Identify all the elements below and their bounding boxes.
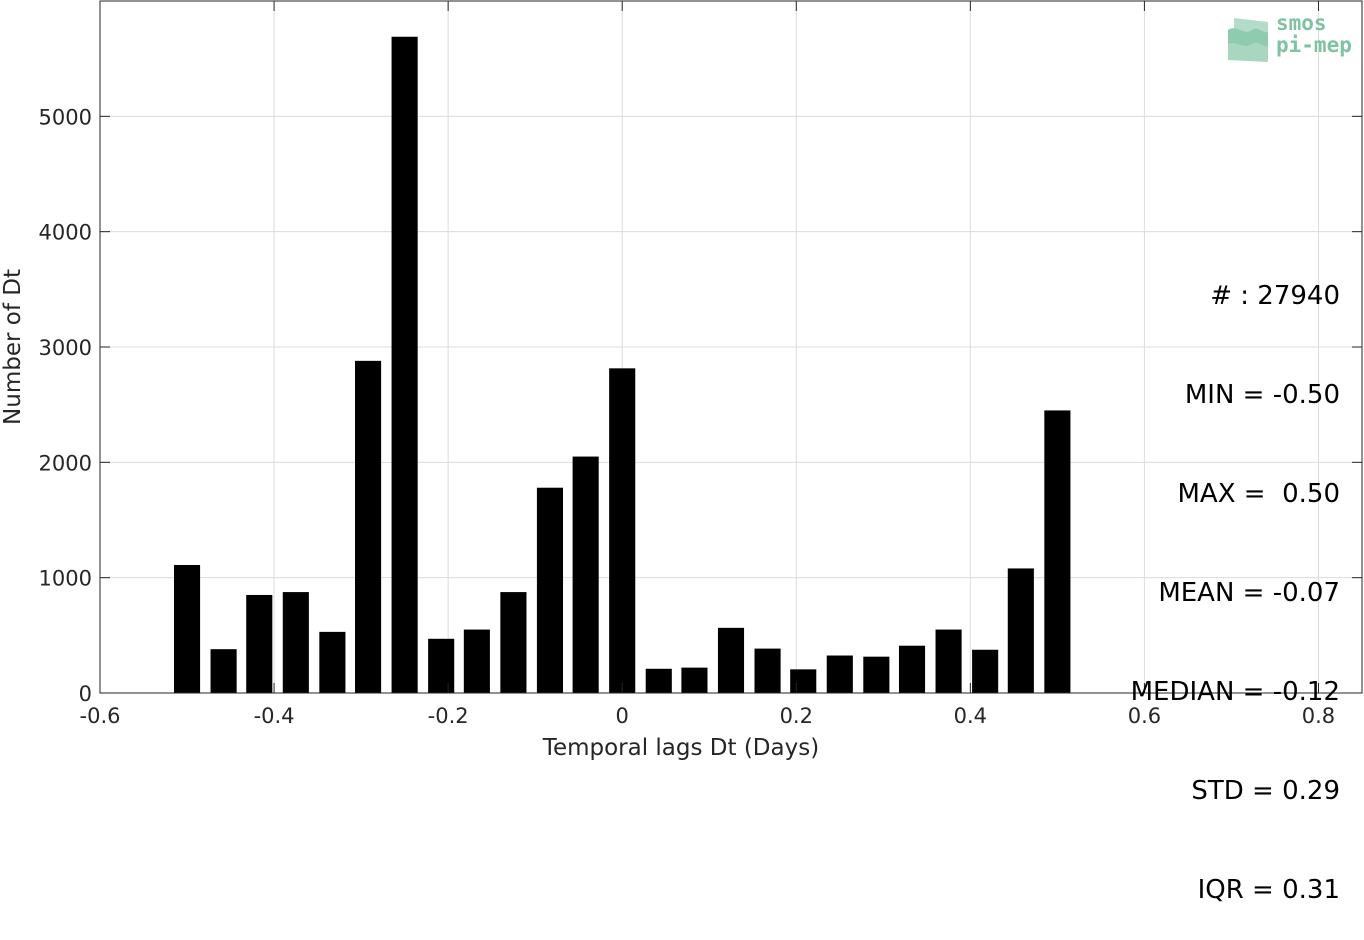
histogram-bar [319, 631, 346, 693]
x-tick-label: 0.2 [780, 704, 813, 728]
x-tick-label: 0.6 [1128, 704, 1161, 728]
y-tick-label: 4000 [39, 221, 92, 245]
logo-line-1: smos [1276, 11, 1327, 35]
histogram-bar [210, 649, 237, 693]
histogram-bar [246, 594, 273, 693]
x-tick-label: -0.6 [80, 704, 121, 728]
wave-logo-icon [1228, 18, 1268, 62]
x-tick-label: 0.4 [954, 704, 987, 728]
histogram-bar [645, 668, 672, 693]
histogram-bar [790, 669, 817, 693]
histogram-bar [826, 655, 853, 693]
stat-median: MEDIAN = -0.12 [1130, 677, 1340, 707]
histogram-bar [428, 638, 455, 693]
histogram-bar [500, 592, 527, 693]
y-tick-label: 3000 [39, 336, 92, 360]
smos-pi-mep-logo: smos pi-mep [1224, 12, 1356, 66]
histogram-bar [282, 592, 309, 693]
stat-min: MIN = -0.50 [1184, 380, 1340, 410]
x-tick-label: -0.2 [428, 704, 469, 728]
histogram-bar [355, 360, 382, 693]
histogram-bar [681, 667, 708, 693]
y-tick-label: 5000 [39, 105, 92, 129]
logo-line-2: pi-mep [1276, 33, 1352, 57]
stat-mean: MEAN = -0.07 [1158, 578, 1340, 608]
x-tick-label: -0.4 [254, 704, 295, 728]
x-tick-label: 0.8 [1302, 704, 1335, 728]
histogram-bar [972, 649, 999, 693]
histogram-bar [391, 36, 418, 693]
y-tick-labels: 0 1000 2000 3000 4000 5000 [39, 105, 92, 706]
grid-lines [99, 1, 1362, 693]
bars [173, 36, 1071, 693]
histogram-bar [717, 627, 745, 693]
stat-max: MAX = 0.50 [1177, 479, 1341, 509]
histogram-bar [935, 629, 962, 693]
histogram-bar [898, 645, 926, 693]
histogram-bar [173, 564, 201, 693]
stat-iqr: IQR = 0.31 [1197, 875, 1340, 905]
statistics-box: # : 27940 MIN = -0.50 MAX = 0.50 MEAN = … [1131, 214, 1340, 940]
histogram-bar [572, 456, 599, 693]
x-tick-labels: -0.6 -0.4 -0.2 0 0.2 0.4 0.6 0.8 [80, 704, 1336, 728]
y-tick-label: 0 [79, 682, 92, 706]
histogram-bar [1044, 410, 1071, 693]
histogram-bar [1007, 568, 1034, 693]
histogram-bar [754, 648, 781, 693]
histogram-chart: -0.6 -0.4 -0.2 0 0.2 0.4 0.6 0.8 0 1000 2000 3000 4… [0, 0, 1363, 761]
histogram-bar [609, 368, 636, 693]
tick-marks [99, 1, 1362, 694]
x-axis-label: Temporal lags Dt (Days) [542, 735, 819, 761]
y-axis-label: Number of Dt [0, 269, 26, 425]
histogram-bar [863, 656, 890, 693]
x-tick-label: 0 [616, 704, 629, 728]
stat-std: STD = 0.29 [1191, 776, 1340, 806]
stat-count: # : 27940 [1210, 281, 1340, 311]
y-tick-label: 2000 [39, 451, 92, 475]
histogram-bar [536, 487, 564, 693]
histogram-bar [463, 629, 490, 693]
y-tick-label: 1000 [39, 567, 92, 591]
